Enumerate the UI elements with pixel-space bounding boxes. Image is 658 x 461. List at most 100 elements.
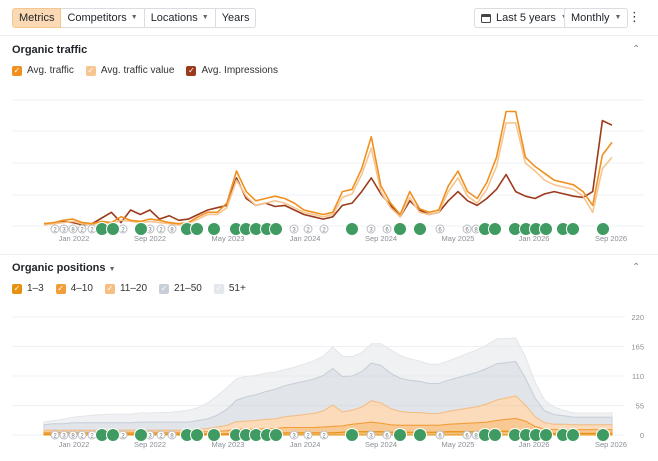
x-tick-label: Jan 2024 (290, 440, 321, 449)
checkbox-icon[interactable]: ✓ (85, 65, 96, 76)
chevron-up-icon[interactable]: ⌃ (632, 262, 641, 273)
annotation-marker (319, 224, 329, 234)
annotation-marker (68, 224, 78, 234)
divider (0, 254, 658, 255)
annotation-marker-label: 3 (148, 434, 152, 440)
legend-pos-1-3[interactable]: ✓ 1–3 (12, 283, 44, 294)
annotation-marker (50, 224, 60, 234)
annotation-marker (319, 430, 329, 440)
annotation-marker-label: 2 (121, 434, 125, 440)
annotation-marker (156, 224, 166, 234)
granularity-label: Monthly (571, 12, 610, 24)
y-tick-label: 110 (632, 372, 644, 381)
annotation-marker (269, 428, 283, 442)
annotation-marker (269, 222, 283, 236)
x-tick-label: Jan 2022 (59, 234, 90, 243)
legend-pos-51-plus[interactable]: ✓ 51+ (213, 283, 246, 294)
annotation-marker-label: 3 (369, 434, 373, 440)
legend-avg-traffic[interactable]: ✓ Avg. traffic (12, 65, 74, 76)
checkbox-icon[interactable]: ✓ (12, 283, 22, 294)
annotation-marker-label: 2 (306, 434, 310, 440)
annotation-marker-label: 2 (306, 228, 310, 234)
tab-years-label: Years (221, 12, 250, 24)
x-tick-label: Jan 2022 (59, 440, 90, 449)
x-tick-label: Sep 2024 (365, 234, 397, 243)
annotation-marker (167, 224, 177, 234)
x-tick-label: Sep 2022 (134, 440, 166, 449)
legend-label: 51+ (228, 283, 246, 294)
annotation-marker-label: 8 (170, 228, 174, 234)
toolbar: Metrics Competitors ▼ Locations ▼ Years La… (0, 0, 658, 36)
checkbox-icon[interactable]: ✓ (55, 283, 66, 294)
legend-pos-11-20[interactable]: ✓ 11–20 (104, 283, 147, 294)
granularity-dropdown[interactable]: Monthly ▼ (564, 8, 629, 28)
annotation-marker-label: 3 (62, 228, 66, 234)
x-tick-label: Jan 2024 (290, 234, 321, 243)
series-line (43, 110, 613, 225)
checkbox-icon[interactable]: ✓ (12, 65, 22, 76)
annotation-marker (303, 430, 313, 440)
tab-locations[interactable]: Locations ▼ (144, 8, 216, 28)
annotation-marker (488, 222, 502, 236)
chevron-down-icon: ▼ (614, 14, 622, 21)
annotation-marker (167, 430, 177, 440)
checkbox-icon[interactable]: ✓ (213, 283, 224, 294)
kebab-icon[interactable]: ⋮ (628, 9, 641, 24)
annotation-marker-label: 3 (148, 228, 152, 234)
legend-avg-impressions[interactable]: ✓ Avg. Impressions (186, 65, 278, 76)
annotation-marker (207, 222, 221, 236)
annotation-marker (488, 428, 502, 442)
annotation-marker-label: 2 (80, 228, 84, 234)
organic-positions-title[interactable]: Organic positions ▼ (12, 262, 116, 274)
legend-avg-traffic-value[interactable]: ✓ Avg. traffic value (85, 65, 175, 76)
chevron-up-icon[interactable]: ⌃ (632, 44, 641, 55)
x-tick-label: Jan 2026 (519, 440, 550, 449)
tab-metrics-label: Metrics (19, 12, 55, 24)
annotation-marker-label: 2 (90, 228, 94, 234)
x-tick-label: Sep 2024 (365, 440, 397, 449)
checkbox-icon[interactable]: ✓ (186, 65, 197, 76)
x-tick-label: May 2023 (212, 440, 245, 449)
annotation-marker (435, 430, 445, 440)
annotation-marker (462, 224, 472, 234)
legend-pos-21-50[interactable]: ✓ 21–50 (159, 283, 202, 294)
annotation-marker (366, 224, 376, 234)
legend-label: 21–50 (174, 283, 202, 294)
annotation-marker-label: 8 (71, 434, 75, 440)
annotation-marker (77, 430, 87, 440)
annotation-marker-label: 3 (292, 434, 296, 440)
annotation-marker (539, 428, 553, 442)
divider (0, 35, 658, 36)
annotation-marker (190, 222, 204, 236)
date-range-dropdown[interactable]: Last 5 years▼ (474, 8, 575, 28)
checkbox-icon[interactable]: ✓ (159, 283, 170, 294)
annotation-marker-label: 8 (170, 434, 174, 440)
checkbox-icon[interactable]: ✓ (104, 283, 115, 294)
annotation-marker-label: 2 (322, 228, 326, 234)
annotation-marker (156, 430, 166, 440)
organic-positions-label: Organic positions (12, 262, 106, 274)
annotation-marker-label: 2 (53, 434, 57, 440)
tab-years[interactable]: Years (215, 8, 257, 28)
legend-label: Avg. traffic (27, 65, 74, 76)
annotation-marker (413, 428, 427, 442)
tab-metrics[interactable]: Metrics (12, 8, 62, 28)
chevron-down-icon: ▼ (108, 266, 116, 273)
chevron-down-icon: ▼ (201, 14, 209, 21)
annotation-marker (462, 430, 472, 440)
legend-label: Avg. traffic value (100, 65, 175, 76)
y-tick-label: 165 (631, 343, 644, 352)
annotation-marker (134, 428, 148, 442)
annotation-marker (393, 222, 407, 236)
annotation-marker (77, 224, 87, 234)
y-tick-label: 220 (631, 313, 644, 322)
legend-pos-4-10[interactable]: ✓ 4–10 (55, 283, 93, 294)
annotation-marker (539, 222, 553, 236)
annotation-marker-label: 2 (159, 228, 163, 234)
tab-competitors[interactable]: Competitors ▼ (61, 8, 145, 28)
annotation-marker (68, 430, 78, 440)
y-tick-label: 55 (636, 402, 644, 411)
x-tick-label: Sep 2026 (595, 234, 627, 243)
